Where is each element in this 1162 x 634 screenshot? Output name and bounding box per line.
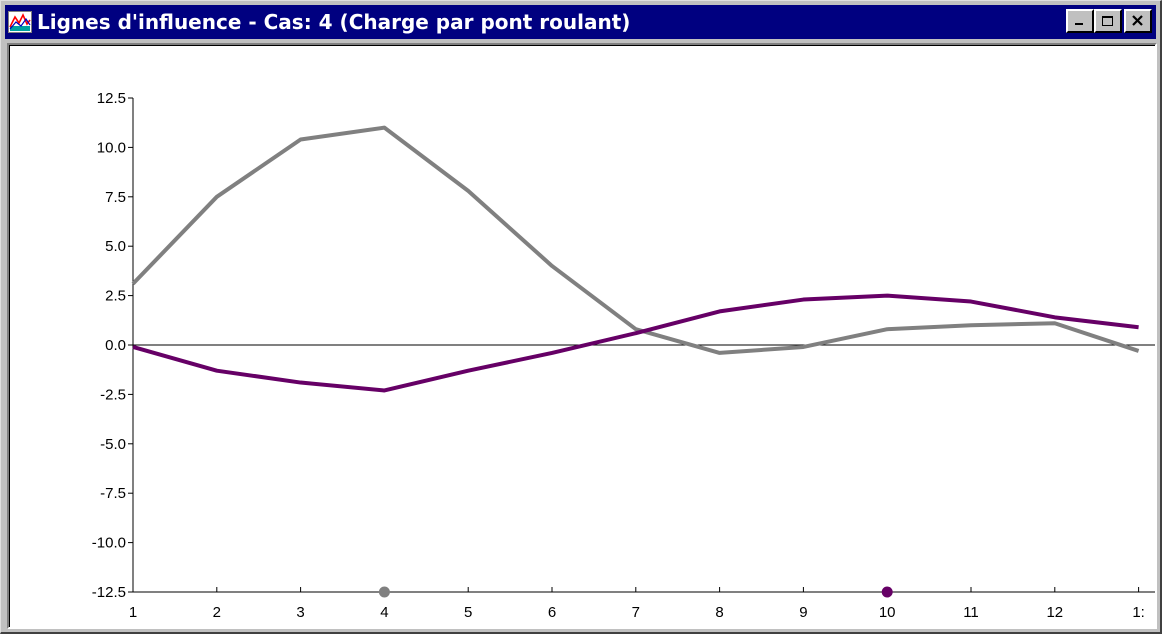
caption-buttons — [1066, 9, 1152, 33]
minimize-button[interactable] — [1066, 9, 1094, 33]
window-title: Lignes d'influence - Cas: 4 (Charge par … — [37, 10, 631, 34]
y-tick-label: 2.5 — [105, 288, 126, 305]
x-tick-label: 12 — [1046, 604, 1063, 621]
x-tick-label: 3 — [296, 604, 304, 621]
title-bar[interactable]: Lignes d'influence - Cas: 4 (Charge par … — [5, 5, 1156, 39]
influence-line-chart: 12.5 10.0 7.5 5.0 2.5 0.0 -2.5 -5.0 -7.5 -10.0 -12… — [92, 90, 1155, 621]
series-line-2 — [132, 293, 1139, 393]
series-line-1 — [131, 125, 1140, 355]
chart-area: 12.5 10.0 7.5 5.0 2.5 0.0 -2.5 -5.0 -7.5 -10.0 -12… — [7, 43, 1157, 629]
y-tick-label: 10.0 — [97, 139, 126, 156]
x-tick-label: 11 — [963, 604, 979, 621]
x-tick-label: 8 — [715, 604, 723, 621]
x-tick-label: 4 — [380, 604, 388, 621]
y-tick-label: 7.5 — [105, 189, 126, 206]
series-marker-2[interactable] — [881, 586, 893, 598]
y-tick-label: -5.0 — [100, 436, 126, 453]
minimize-icon — [1075, 23, 1083, 25]
y-tick-label: -2.5 — [100, 386, 126, 403]
x-tick-label: 1 — [129, 604, 137, 621]
x-tick-label: 7 — [632, 604, 640, 621]
y-tick-label: -10.0 — [92, 535, 126, 552]
x-tick-label: 2 — [213, 604, 221, 621]
x-tick-label: 5 — [464, 604, 472, 621]
maximize-icon — [1102, 16, 1113, 26]
line-chart-icon — [7, 9, 33, 35]
y-tick-label: 12.5 — [97, 90, 126, 107]
x-tick-label: 10 — [879, 604, 896, 621]
maximize-button[interactable] — [1094, 9, 1122, 33]
y-tick-label: -7.5 — [100, 485, 126, 502]
y-tick-label: 5.0 — [105, 238, 126, 255]
close-button[interactable] — [1124, 9, 1152, 33]
x-tick-label: 6 — [548, 604, 556, 621]
x-tick-label: 9 — [799, 604, 807, 621]
x-tick-label: 1: — [1132, 604, 1145, 621]
y-tick-label: -12.5 — [92, 584, 126, 601]
y-tick-label: 0.0 — [105, 337, 126, 354]
series-marker-1[interactable] — [378, 586, 390, 598]
close-icon — [1132, 15, 1143, 26]
